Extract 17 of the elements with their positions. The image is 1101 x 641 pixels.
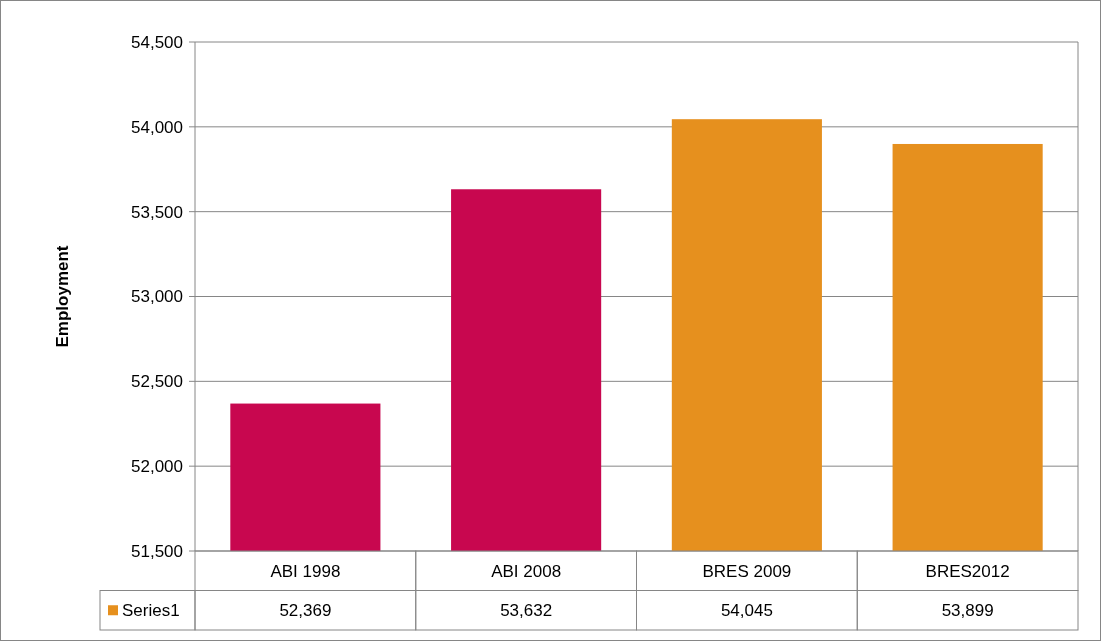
y-tick-label: 53,500 [131,202,183,222]
y-tick-label: 52,000 [131,457,183,477]
y-tick-label: 51,500 [131,541,183,561]
data-label: 52,369 [279,601,332,621]
x-tick-label: BRES 2009 [702,561,792,581]
y-axis-title: Employment [53,245,72,348]
legend-label: Series1 [122,601,180,621]
y-tick-label: 52,500 [131,372,183,392]
x-tick-label: ABI 2008 [491,561,562,581]
y-tick-label: 54,500 [131,32,183,52]
y-tick-label: 53,000 [131,287,183,307]
data-label: 53,632 [500,601,553,621]
x-tick-label: ABI 1998 [270,561,341,581]
y-tick-label: 54,000 [131,117,183,137]
data-label: 54,045 [720,601,773,621]
data-label: 53,899 [941,601,994,621]
x-tick-label: BRES2012 [925,561,1010,581]
